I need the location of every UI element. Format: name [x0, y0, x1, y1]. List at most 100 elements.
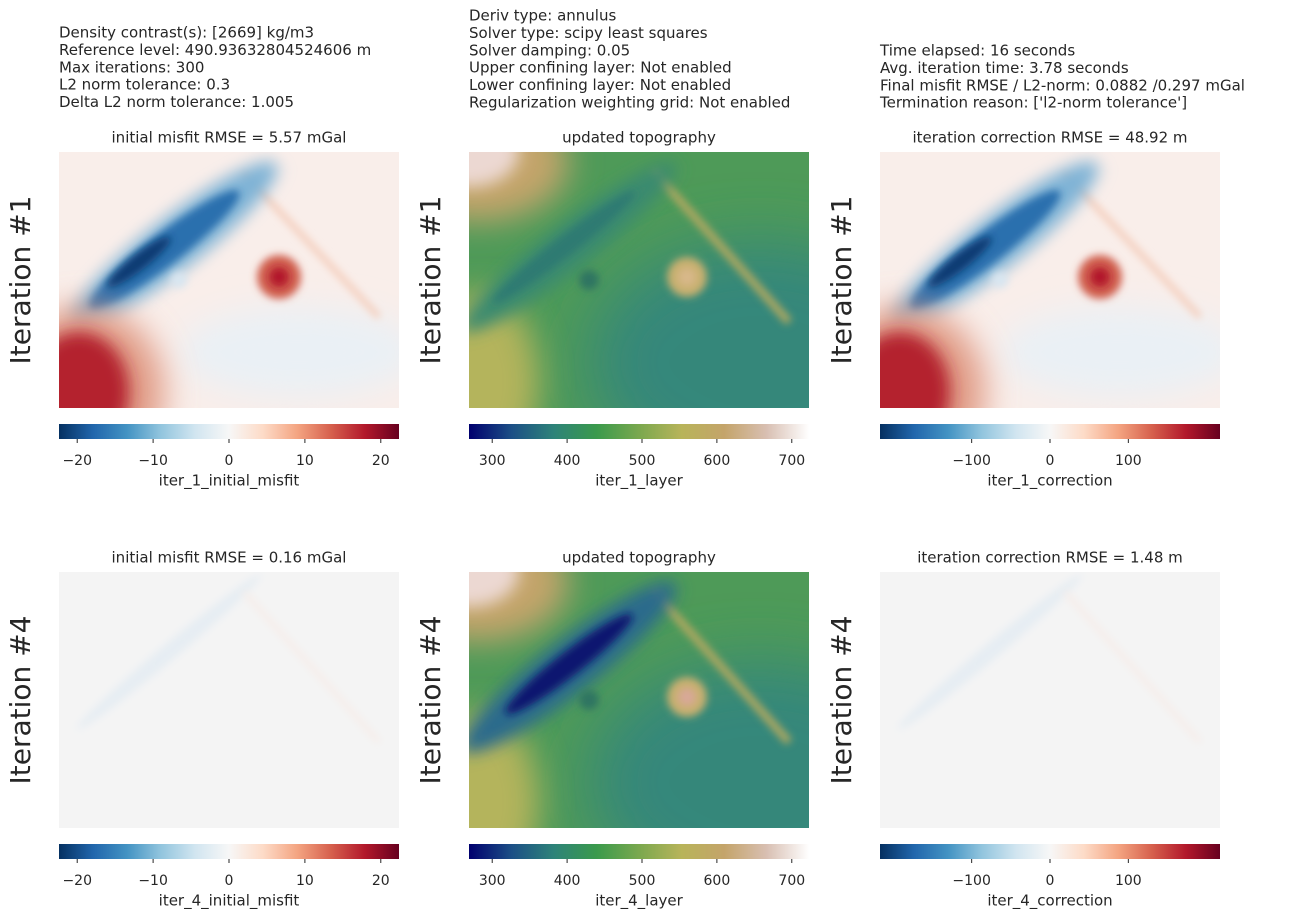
heatmap — [469, 572, 809, 828]
colorbar-tick-label: 0 — [1046, 873, 1055, 889]
y-axis-label: Iteration #4 — [825, 616, 858, 785]
colorbar — [880, 424, 1220, 439]
colorbar-tick-label: −10 — [138, 453, 168, 469]
header-line: Avg. iteration time: 3.78 seconds — [880, 59, 1129, 77]
header-line: L2 norm tolerance: 0.3 — [59, 76, 230, 94]
colorbar-tick-label: 20 — [372, 873, 390, 889]
colorbar-tick-label: 700 — [778, 453, 805, 469]
panel-title: updated topography — [562, 129, 716, 147]
colorbar-tick-label: 700 — [778, 873, 805, 889]
heatmap — [469, 152, 809, 408]
heatmap-blob — [469, 572, 519, 607]
header-line: Time elapsed: 16 seconds — [879, 42, 1075, 60]
header-line: Regularization weighting grid: Not enabl… — [469, 94, 790, 112]
heatmap-blob — [242, 590, 381, 744]
colorbar-tick-label: 400 — [554, 453, 581, 469]
heatmap-blob — [76, 574, 262, 730]
colorbar-tick-label: −10 — [138, 873, 168, 889]
colorbar-label: iter_1_layer — [595, 472, 683, 491]
heatmap-blob — [241, 171, 382, 320]
colorbar-tick-label: 10 — [296, 873, 314, 889]
colorbar-tick-label: 10 — [296, 453, 314, 469]
colorbar — [59, 424, 399, 439]
heatmap-blob — [579, 270, 599, 290]
colorbar-tick-label: 300 — [479, 873, 506, 889]
heatmap-blob — [107, 236, 171, 288]
heatmap-blob — [1000, 307, 1220, 397]
heatmap-blob — [678, 688, 696, 706]
colorbar — [469, 844, 809, 859]
header-line: Upper confining layer: Not enabled — [469, 59, 732, 77]
header-line: Deriv type: annulus — [469, 7, 616, 25]
colorbar — [880, 844, 1220, 859]
colorbar-tick-label: 400 — [554, 873, 581, 889]
heatmap-blob — [179, 307, 399, 397]
header-line: Termination reason: ['l2-norm tolerance'… — [879, 94, 1187, 112]
colorbar-label: iter_1_correction — [987, 472, 1112, 491]
heatmap-blob — [1090, 267, 1110, 287]
header-line: Final misfit RMSE / L2-norm: 0.0882 /0.2… — [880, 76, 1245, 94]
colorbar-tick-label: −100 — [952, 453, 990, 469]
colorbar-tick-label: 600 — [704, 873, 731, 889]
header-line: Solver type: scipy least squares — [469, 24, 708, 42]
colorbar-tick-label: 20 — [372, 453, 390, 469]
heatmap-blob — [505, 613, 633, 715]
heatmap-blob — [171, 272, 187, 288]
colorbar-tick-label: 100 — [1115, 453, 1142, 469]
colorbar-tick-label: 300 — [479, 453, 506, 469]
header-line: Density contrast(s): [2669] kg/m3 — [59, 24, 314, 42]
colorbar-tick-label: −100 — [952, 873, 990, 889]
colorbar-tick-label: 0 — [1046, 453, 1055, 469]
header-line: Max iterations: 300 — [59, 58, 204, 76]
panel-title: initial misfit RMSE = 5.57 mGal — [112, 129, 347, 147]
heatmap-blob — [1063, 590, 1202, 744]
colorbar-label: iter_4_initial_misfit — [159, 892, 300, 911]
panel-title: initial misfit RMSE = 0.16 mGal — [112, 549, 347, 567]
heatmap — [59, 572, 399, 828]
colorbar-tick-label: −20 — [62, 873, 92, 889]
heatmap-blob — [897, 574, 1083, 730]
heatmap-blob — [269, 267, 289, 287]
heatmap — [59, 152, 399, 408]
colorbar-tick-label: 0 — [225, 873, 234, 889]
colorbar-tick-label: 0 — [225, 453, 234, 469]
heatmap-blob — [59, 332, 129, 408]
colorbar-tick-label: 500 — [629, 453, 656, 469]
heatmap-blob — [992, 272, 1008, 288]
colorbar-label: iter_4_layer — [595, 892, 683, 911]
heatmap — [880, 152, 1220, 408]
colorbar-label: iter_4_correction — [987, 892, 1112, 911]
heatmap-blob — [880, 332, 950, 408]
panel-title: iteration correction RMSE = 48.92 m — [912, 129, 1187, 147]
heatmap — [880, 572, 1220, 828]
y-axis-label: Iteration #4 — [414, 616, 447, 785]
panel-title: iteration correction RMSE = 1.48 m — [917, 549, 1183, 567]
header-line: Reference level: 490.93632804524606 m — [59, 41, 371, 59]
heatmap-blob — [492, 191, 636, 303]
y-axis-label: Iteration #1 — [414, 196, 447, 365]
colorbar-label: iter_1_initial_misfit — [159, 472, 300, 491]
panel-title: updated topography — [562, 549, 716, 567]
colorbar-tick-label: −20 — [62, 453, 92, 469]
colorbar-tick-label: 100 — [1115, 873, 1142, 889]
heatmap-blob — [651, 169, 792, 325]
header-line: Solver damping: 0.05 — [469, 41, 630, 59]
heatmap-blob — [1062, 171, 1203, 320]
header-line: Delta L2 norm tolerance: 1.005 — [59, 93, 294, 111]
header-line: Lower confining layer: Not enabled — [469, 76, 731, 94]
y-axis-label: Iteration #1 — [825, 196, 858, 365]
heatmap-blob — [678, 268, 696, 286]
heatmap-blob — [589, 242, 809, 408]
colorbar — [59, 844, 399, 859]
heatmap-blob — [651, 589, 792, 745]
heatmap-blob — [469, 152, 519, 187]
heatmap-blob — [579, 690, 599, 710]
colorbar-tick-label: 500 — [629, 873, 656, 889]
heatmap-blob — [589, 662, 809, 828]
heatmap-blob — [928, 236, 992, 288]
y-axis-label: Iteration #1 — [4, 196, 37, 365]
colorbar — [469, 424, 809, 439]
colorbar-tick-label: 600 — [704, 453, 731, 469]
